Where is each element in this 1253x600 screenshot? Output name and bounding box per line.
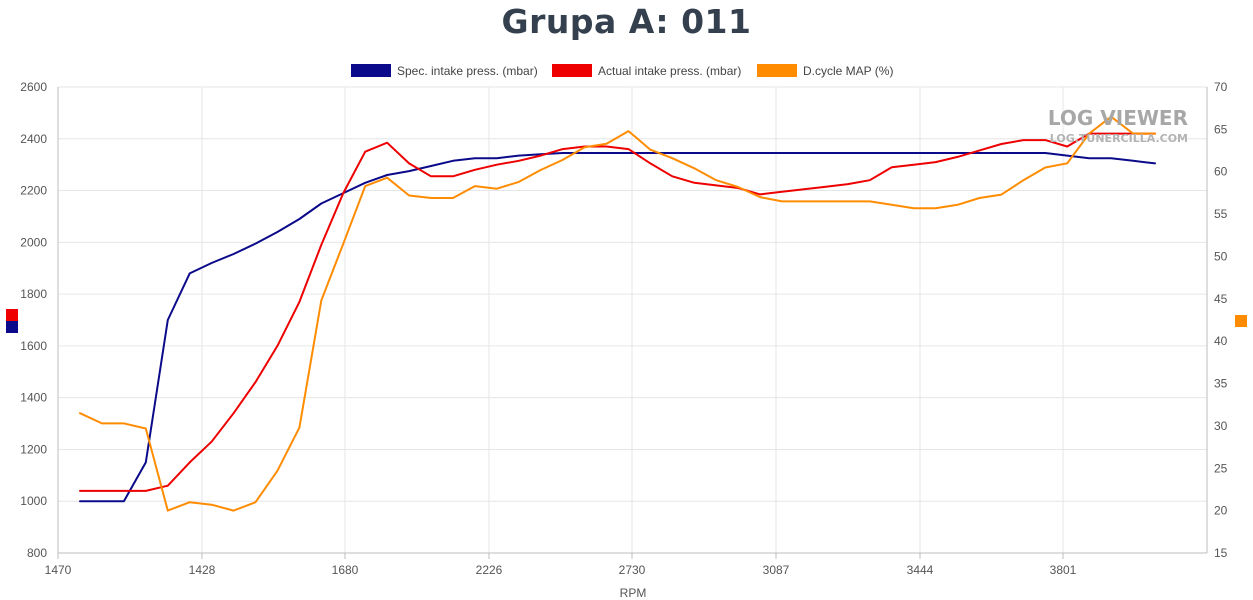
legend-swatch-3 — [757, 64, 797, 77]
series-line-3 — [79, 115, 1156, 512]
right-axis-marker-dcycle — [1235, 315, 1247, 327]
y-right-tick-label: 60 — [1214, 165, 1228, 179]
x-axis-label: RPM — [620, 586, 647, 600]
axis-markers — [6, 309, 1247, 333]
y-right-tick-label: 45 — [1214, 292, 1228, 306]
y-left-tick-label: 2000 — [20, 235, 47, 249]
x-tick-label: 1470 — [45, 563, 72, 577]
x-tick-label: 2226 — [476, 563, 503, 577]
legend: Spec. intake press. (mbar) Actual intake … — [351, 64, 893, 78]
y-left-tick-label: 1400 — [20, 391, 47, 405]
watermark-subtitle: LOG.TUNERCILLA.COM — [1050, 132, 1188, 145]
legend-swatch-1 — [351, 64, 391, 77]
y-right-tick-label: 20 — [1214, 504, 1228, 518]
y-right-tick-label: 30 — [1214, 419, 1228, 433]
y-right-tick-label: 40 — [1214, 334, 1228, 348]
x-tick-label: 1680 — [332, 563, 359, 577]
y-left-tick-label: 1200 — [20, 442, 47, 456]
legend-label-1: Spec. intake press. (mbar) — [397, 64, 538, 78]
y-right-tick-label: 25 — [1214, 461, 1228, 475]
y-left-tick-label: 2200 — [20, 184, 47, 198]
x-tick-label: 2730 — [619, 563, 646, 577]
y-left-tick-label: 1000 — [20, 494, 47, 508]
watermark-title: LOG VIEWER — [1048, 106, 1188, 130]
y-left-tick-label: 2600 — [20, 80, 47, 94]
legend-label-3: D.cycle MAP (%) — [803, 64, 893, 78]
y-left-tick-label: 1800 — [20, 287, 47, 301]
legend-swatch-2 — [552, 64, 592, 77]
x-tick-label: 3801 — [1050, 563, 1077, 577]
y-right-tick-label: 50 — [1214, 249, 1228, 263]
y-left-tick-label: 1600 — [20, 339, 47, 353]
axes: 800 1000 1200 1400 1600 1800 2000 2200 2400 2600 1… — [20, 80, 1227, 600]
y-right-tick-label: 35 — [1214, 377, 1228, 391]
left-axis-marker-actual — [6, 309, 18, 321]
series-layer — [79, 115, 1156, 512]
x-tick-label: 1428 — [189, 563, 216, 577]
left-axis-marker-spec — [6, 321, 18, 333]
legend-label-2: Actual intake press. (mbar) — [598, 64, 741, 78]
y-right-tick-label: 70 — [1214, 80, 1228, 94]
series-line-1 — [79, 152, 1156, 503]
y-left-tick-label: 2400 — [20, 132, 47, 146]
x-tick-label: 3087 — [763, 563, 790, 577]
watermark: LOG VIEWER LOG.TUNERCILLA.COM — [1048, 106, 1188, 145]
grid — [57, 86, 1207, 554]
y-right-tick-label: 55 — [1214, 207, 1228, 221]
series-line-2 — [79, 132, 1156, 492]
y-left-tick-label: 800 — [27, 546, 47, 560]
y-right-tick-label: 15 — [1214, 546, 1228, 560]
chart-title: Grupa A: 011 — [501, 2, 752, 41]
y-right-tick-label: 65 — [1214, 122, 1228, 136]
x-tick-label: 3444 — [907, 563, 934, 577]
